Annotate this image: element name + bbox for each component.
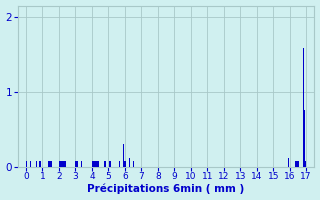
Bar xyxy=(81,161,82,167)
Bar xyxy=(48,161,49,167)
Bar xyxy=(60,161,61,167)
Bar xyxy=(51,161,52,167)
Bar xyxy=(64,161,65,167)
Bar xyxy=(109,161,110,167)
Bar xyxy=(295,161,296,167)
Bar xyxy=(40,161,41,167)
Bar xyxy=(298,161,299,167)
Bar xyxy=(77,161,78,167)
Bar xyxy=(26,161,27,167)
Bar xyxy=(62,161,63,167)
Bar xyxy=(303,48,304,167)
Bar xyxy=(76,161,77,167)
Bar xyxy=(304,110,305,167)
Bar xyxy=(39,161,40,167)
Bar xyxy=(117,161,118,167)
Bar xyxy=(110,161,111,167)
Bar xyxy=(104,161,105,167)
Bar xyxy=(296,161,297,167)
Bar xyxy=(125,161,126,167)
Bar xyxy=(61,161,62,167)
Bar xyxy=(97,161,98,167)
Bar xyxy=(105,161,106,167)
Bar xyxy=(50,161,51,167)
Bar xyxy=(59,161,60,167)
Bar xyxy=(123,144,124,167)
Bar xyxy=(75,161,76,167)
Bar xyxy=(119,161,120,167)
Bar xyxy=(63,161,64,167)
Bar xyxy=(28,161,29,167)
Bar xyxy=(95,161,96,167)
X-axis label: Précipitations 6min ( mm ): Précipitations 6min ( mm ) xyxy=(87,184,245,194)
Bar xyxy=(35,161,36,167)
Bar xyxy=(297,161,298,167)
Bar xyxy=(129,158,130,167)
Bar xyxy=(133,161,134,167)
Bar xyxy=(49,161,50,167)
Bar xyxy=(96,161,97,167)
Bar xyxy=(93,161,94,167)
Bar xyxy=(124,161,125,167)
Bar xyxy=(92,161,93,167)
Bar xyxy=(116,161,117,167)
Bar xyxy=(94,161,95,167)
